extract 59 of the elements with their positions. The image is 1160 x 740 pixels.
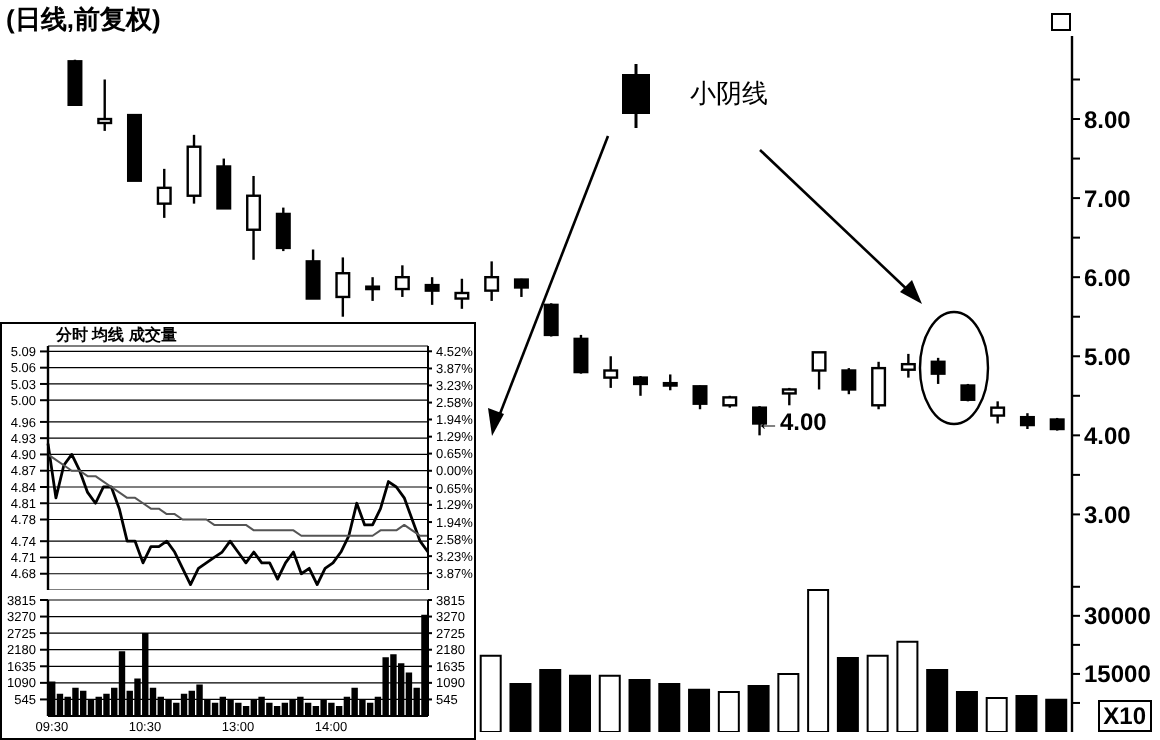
bar (658, 682, 681, 732)
bar (955, 691, 978, 732)
candlestick (216, 157, 232, 210)
y-tick-label: 4.00 (1084, 421, 1132, 450)
candlestick (513, 277, 529, 299)
candlestick (335, 256, 351, 318)
bar (569, 674, 591, 732)
candlestick (305, 248, 321, 300)
candlestick (365, 275, 381, 303)
bar (807, 588, 830, 732)
bar (777, 672, 800, 732)
y-tick-label: 5.00 (1084, 342, 1132, 371)
candlestick (156, 167, 172, 220)
candlestick (632, 374, 648, 397)
annotation: 小阴线 (690, 76, 768, 112)
bar (926, 669, 949, 732)
bar (1045, 698, 1068, 732)
bar (747, 684, 770, 732)
candlestick (484, 260, 500, 303)
candlestick (573, 333, 589, 375)
candlestick (454, 277, 470, 311)
candlestick (97, 78, 113, 133)
bar (628, 679, 651, 732)
bar (985, 696, 1008, 732)
candlestick (275, 206, 291, 253)
bar (896, 640, 919, 732)
bar (539, 669, 562, 732)
bar (717, 691, 740, 732)
y-tick-label: 15000 (1084, 660, 1152, 689)
bar (836, 657, 859, 732)
candlestick (990, 400, 1006, 425)
candlestick (543, 302, 559, 338)
candlestick (692, 384, 708, 411)
bar (866, 654, 889, 732)
candlestick (394, 264, 410, 299)
candlestick (871, 360, 887, 411)
bar (598, 674, 621, 732)
candlestick (930, 356, 946, 386)
y-tick-label: 3.00 (1084, 500, 1132, 529)
chart-title: (日线,前复权) (6, 2, 161, 38)
bar (479, 654, 502, 732)
bar (509, 682, 532, 732)
candlestick (811, 351, 827, 391)
candlestick (424, 275, 440, 307)
candlestick (900, 352, 916, 379)
y-tick-label: 7.00 (1084, 184, 1132, 213)
y-tick-label: 8.00 (1084, 105, 1132, 134)
candlestick (603, 355, 619, 390)
candlestick (246, 174, 262, 261)
candlestick (841, 366, 857, 396)
candlestick (67, 58, 83, 106)
bar (1015, 694, 1038, 732)
chart-title: 分时 均线 成交量 (56, 324, 177, 346)
line-series (47, 453, 429, 537)
y-tick-label: 6.00 (1084, 263, 1132, 292)
annotation: ←4.00 (756, 408, 827, 436)
bar (688, 688, 711, 732)
y-axis-title: X10 (1097, 700, 1152, 732)
y-tick-label: 30000 (1084, 602, 1152, 631)
